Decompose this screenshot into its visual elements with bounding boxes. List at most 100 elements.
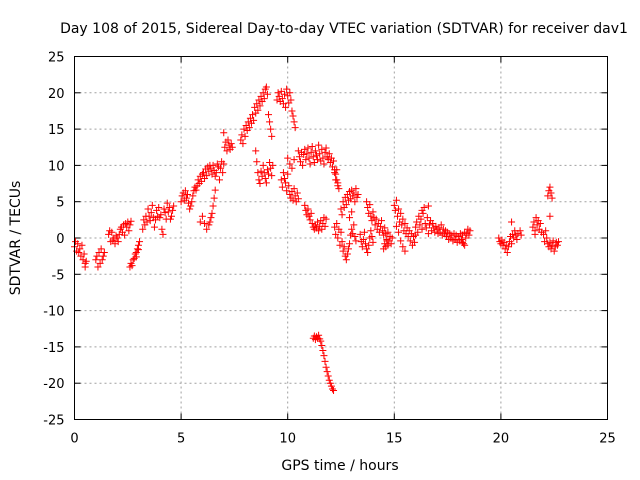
data-point xyxy=(113,234,121,242)
data-point xyxy=(289,196,297,204)
data-point xyxy=(300,151,308,159)
data-point xyxy=(459,238,467,246)
data-point xyxy=(217,164,225,172)
data-point xyxy=(424,230,432,238)
data-point xyxy=(237,136,245,144)
x-axis-label: GPS time / hours xyxy=(281,458,398,474)
data-point xyxy=(311,147,319,155)
data-point xyxy=(401,219,409,227)
data-point xyxy=(78,241,86,249)
data-point xyxy=(397,237,405,245)
data-point xyxy=(364,249,372,257)
data-point xyxy=(278,183,286,191)
data-point xyxy=(273,96,281,104)
data-point xyxy=(161,209,169,217)
data-point xyxy=(322,144,330,152)
data-point xyxy=(265,111,273,119)
data-point xyxy=(286,160,294,168)
data-point xyxy=(302,156,310,164)
data-point xyxy=(285,182,293,190)
data-point xyxy=(187,202,195,210)
data-point xyxy=(350,221,358,229)
data-point xyxy=(287,96,295,104)
data-point xyxy=(336,241,344,249)
data-point xyxy=(114,238,122,246)
data-point xyxy=(306,160,314,168)
data-point xyxy=(97,245,105,253)
data-point xyxy=(425,221,433,229)
data-point xyxy=(401,247,409,255)
data-point xyxy=(323,368,331,376)
data-point xyxy=(550,247,558,255)
data-point xyxy=(198,212,206,220)
data-point xyxy=(368,233,376,241)
data-point xyxy=(227,140,235,148)
data-point xyxy=(131,250,139,258)
data-point xyxy=(228,143,236,151)
data-point xyxy=(350,189,358,197)
data-point xyxy=(76,245,84,253)
data-point xyxy=(259,161,267,169)
data-point xyxy=(75,249,83,257)
data-point xyxy=(223,147,231,155)
data-point xyxy=(308,143,316,151)
data-point xyxy=(198,170,206,178)
data-point xyxy=(384,241,392,249)
data-point xyxy=(315,141,323,149)
data-point xyxy=(367,227,375,235)
data-point xyxy=(305,154,313,162)
data-point xyxy=(320,160,328,168)
data-point xyxy=(318,341,326,349)
data-point xyxy=(256,102,264,110)
data-point xyxy=(334,179,342,187)
data-point xyxy=(125,227,133,235)
data-point xyxy=(268,172,276,180)
data-point xyxy=(352,185,360,193)
data-point xyxy=(322,215,330,223)
data-point xyxy=(432,222,440,230)
data-point xyxy=(344,245,352,253)
data-point xyxy=(260,169,268,177)
data-point xyxy=(460,240,468,248)
data-point xyxy=(363,198,371,206)
x-tick-label: 15 xyxy=(386,432,403,447)
data-point xyxy=(238,131,246,139)
data-point xyxy=(256,180,264,188)
data-point xyxy=(351,233,359,241)
data-point xyxy=(279,100,287,108)
data-point xyxy=(388,234,396,242)
data-point xyxy=(337,228,345,236)
data-point xyxy=(547,189,555,197)
data-point xyxy=(206,218,214,226)
data-point xyxy=(340,243,348,251)
data-point xyxy=(215,176,223,184)
data-point xyxy=(201,219,209,227)
data-point xyxy=(465,231,473,239)
data-point xyxy=(414,228,422,236)
data-point xyxy=(466,227,474,235)
data-point xyxy=(320,352,328,360)
data-point xyxy=(372,215,380,223)
data-point xyxy=(315,227,323,235)
y-tick-label: 15 xyxy=(48,123,65,138)
data-point xyxy=(424,202,432,210)
data-point xyxy=(349,192,357,200)
y-axis-ticks: -25 -20 -15 -10 -5 0 5 10 15 20 25 xyxy=(43,51,608,429)
data-point xyxy=(163,199,171,207)
data-point xyxy=(540,230,548,238)
data-point xyxy=(265,170,273,178)
data-point xyxy=(255,176,263,184)
data-point xyxy=(299,161,307,169)
data-point xyxy=(321,148,329,156)
data-point xyxy=(318,225,326,233)
data-point xyxy=(282,179,290,187)
data-point xyxy=(126,221,134,229)
data-point xyxy=(252,147,260,155)
data-point xyxy=(330,157,338,165)
data-point xyxy=(326,379,334,387)
data-point xyxy=(261,174,269,182)
data-point xyxy=(509,230,517,238)
data-point xyxy=(266,118,274,126)
data-point xyxy=(251,103,259,111)
data-point xyxy=(288,164,296,172)
